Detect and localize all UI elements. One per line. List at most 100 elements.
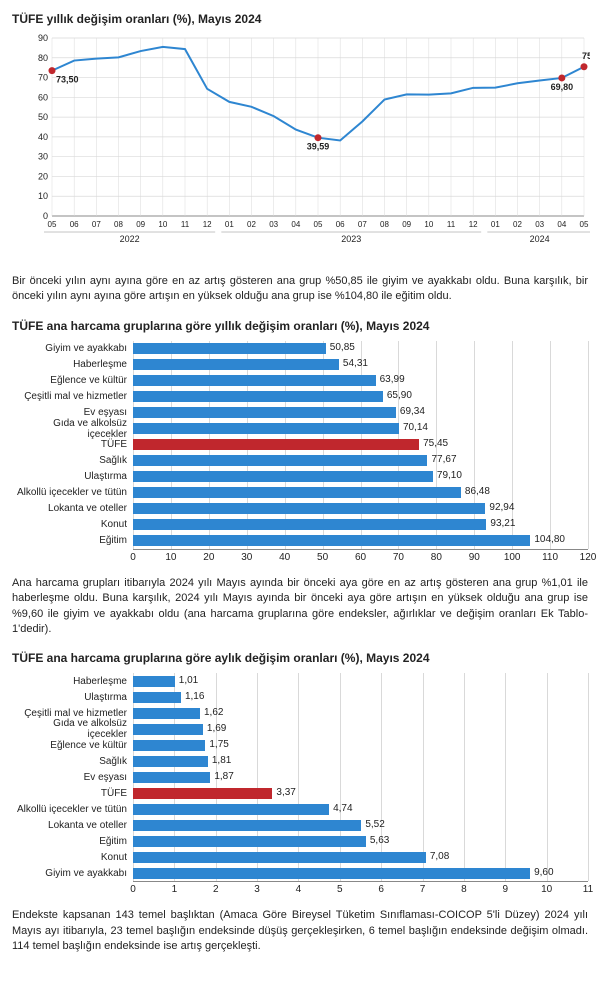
bar-label: Eğitim <box>12 535 133 546</box>
bar-row: Konut 7,08 <box>12 849 588 865</box>
bar-chart-monthly: Haberleşme 1,01 Ulaştırma 1,16 Çeşitli m… <box>12 673 588 898</box>
svg-text:06: 06 <box>336 220 345 229</box>
bar-label: Eğlence ve kültür <box>12 740 133 751</box>
svg-text:10: 10 <box>158 220 167 229</box>
svg-text:02: 02 <box>247 220 256 229</box>
bar-row: Konut 93,21 <box>12 517 588 533</box>
bar-row: Eğitim 104,80 <box>12 533 588 549</box>
bar-label: Haberleşme <box>12 359 133 370</box>
svg-text:80: 80 <box>38 53 48 63</box>
svg-text:12: 12 <box>203 220 212 229</box>
bar-label: Giyim ve ayakkabı <box>12 343 133 354</box>
bar-row: Sağlık 1,81 <box>12 753 588 769</box>
svg-text:08: 08 <box>380 220 389 229</box>
bar-chart-annual: Giyim ve ayakkabı 50,85 Haberleşme 54,31… <box>12 341 588 566</box>
svg-text:10: 10 <box>38 191 48 201</box>
svg-text:09: 09 <box>136 220 145 229</box>
bar-x-axis: 0102030405060708090100110120 <box>133 549 588 566</box>
bar-row: Alkollü içecekler ve tütün 4,74 <box>12 801 588 817</box>
bar-label: Lokanta ve oteller <box>12 820 133 831</box>
line-chart-title: TÜFE yıllık değişim oranları (%), Mayıs … <box>12 12 588 26</box>
svg-text:09: 09 <box>402 220 411 229</box>
bar-label: Sağlık <box>12 756 133 767</box>
bar-label: Eğlence ve kültür <box>12 375 133 386</box>
bar-row: Eğitim 5,63 <box>12 833 588 849</box>
paragraph-2: Ana harcama grupları itibarıyla 2024 yıl… <box>12 576 588 638</box>
bar-label: Ulaştırma <box>12 471 133 482</box>
svg-text:30: 30 <box>38 152 48 162</box>
bar-row: Giyim ve ayakkabı 50,85 <box>12 341 588 357</box>
bar-row: TÜFE 75,45 <box>12 437 588 453</box>
svg-text:04: 04 <box>557 220 566 229</box>
svg-text:05: 05 <box>580 220 589 229</box>
bar-label: TÜFE <box>12 439 133 450</box>
svg-text:07: 07 <box>358 220 367 229</box>
svg-text:73,50: 73,50 <box>56 75 79 85</box>
svg-text:10: 10 <box>424 220 433 229</box>
svg-text:75,45: 75,45 <box>582 51 590 61</box>
bar-x-axis: 01234567891011 <box>133 881 588 898</box>
svg-text:11: 11 <box>447 220 456 229</box>
svg-text:01: 01 <box>225 220 234 229</box>
svg-text:07: 07 <box>92 220 101 229</box>
svg-text:12: 12 <box>469 220 478 229</box>
svg-text:02: 02 <box>513 220 522 229</box>
svg-text:06: 06 <box>70 220 79 229</box>
bar-row: Haberleşme 54,31 <box>12 357 588 373</box>
bar-label: Konut <box>12 519 133 530</box>
svg-text:60: 60 <box>38 92 48 102</box>
svg-text:08: 08 <box>114 220 123 229</box>
svg-text:40: 40 <box>38 132 48 142</box>
svg-text:90: 90 <box>38 34 48 43</box>
svg-text:50: 50 <box>38 112 48 122</box>
paragraph-3: Endekste kapsanan 143 temel başlıktan (A… <box>12 908 588 954</box>
bar-label: Ev eşyası <box>12 407 133 418</box>
bar-label: Giyim ve ayakkabı <box>12 868 133 879</box>
svg-text:01: 01 <box>491 220 500 229</box>
svg-text:2024: 2024 <box>530 234 550 244</box>
bar-row: Ulaştırma 79,10 <box>12 469 588 485</box>
bar-row: Alkollü içecekler ve tütün 86,48 <box>12 485 588 501</box>
svg-text:2023: 2023 <box>341 234 361 244</box>
bar-monthly-title: TÜFE ana harcama gruplarına göre aylık d… <box>12 651 588 665</box>
bar-row: TÜFE 3,37 <box>12 785 588 801</box>
svg-text:05: 05 <box>48 220 57 229</box>
bar-row: Eğlence ve kültür 63,99 <box>12 373 588 389</box>
svg-text:03: 03 <box>535 220 544 229</box>
bar-label: Gıda ve alkolsüz içecekler <box>12 418 133 440</box>
bar-row: Haberleşme 1,01 <box>12 673 588 689</box>
bar-label: Eğitim <box>12 836 133 847</box>
svg-text:69,80: 69,80 <box>551 82 574 92</box>
bar-row: Eğlence ve kültür 1,75 <box>12 737 588 753</box>
paragraph-1: Bir önceki yılın aynı ayına göre en az a… <box>12 274 588 305</box>
bar-label: Konut <box>12 852 133 863</box>
bar-label: Ev eşyası <box>12 772 133 783</box>
bar-label: TÜFE <box>12 788 133 799</box>
bar-row: Ev eşyası 1,87 <box>12 769 588 785</box>
bar-label: Alkollü içecekler ve tütün <box>12 487 133 498</box>
svg-text:39,59: 39,59 <box>307 142 330 152</box>
bar-row: Lokanta ve oteller 92,94 <box>12 501 588 517</box>
svg-text:05: 05 <box>314 220 323 229</box>
bar-label: Çeşitli mal ve hizmetler <box>12 391 133 402</box>
bar-label: Sağlık <box>12 455 133 466</box>
line-chart: 0102030405060708090050607080910111201020… <box>30 34 588 264</box>
bar-row: Lokanta ve oteller 5,52 <box>12 817 588 833</box>
bar-row: Giyim ve ayakkabı 9,60 <box>12 865 588 881</box>
bar-label: Gıda ve alkolsüz içecekler <box>12 718 133 740</box>
svg-text:11: 11 <box>181 220 190 229</box>
bar-label: Haberleşme <box>12 676 133 687</box>
bar-row: Sağlık 77,67 <box>12 453 588 469</box>
svg-text:2022: 2022 <box>120 234 140 244</box>
bar-annual-title: TÜFE ana harcama gruplarına göre yıllık … <box>12 319 588 333</box>
bar-row: Gıda ve alkolsüz içecekler 1,69 <box>12 721 588 737</box>
bar-label: Çeşitli mal ve hizmetler <box>12 708 133 719</box>
bar-label: Alkollü içecekler ve tütün <box>12 804 133 815</box>
svg-text:04: 04 <box>291 220 300 229</box>
bar-row: Çeşitli mal ve hizmetler 65,90 <box>12 389 588 405</box>
svg-text:03: 03 <box>269 220 278 229</box>
svg-text:70: 70 <box>38 73 48 83</box>
bar-label: Lokanta ve oteller <box>12 503 133 514</box>
svg-text:20: 20 <box>38 171 48 181</box>
bar-row: Ulaştırma 1,16 <box>12 689 588 705</box>
